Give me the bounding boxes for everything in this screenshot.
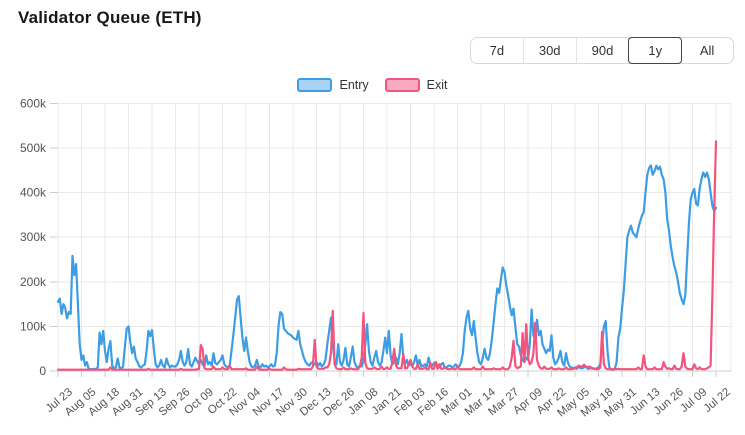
time-range-selector: 7d 30d 90d 1y All [470, 37, 734, 64]
y-tick-label: 200k [20, 275, 47, 289]
y-tick-label: 400k [20, 186, 47, 200]
y-tick-label: 500k [20, 141, 47, 155]
range-button-30d[interactable]: 30d [524, 38, 577, 63]
y-tick-label: 0 [39, 364, 46, 378]
exit-swatch-icon [384, 78, 420, 92]
range-button-7d[interactable]: 7d [471, 38, 524, 63]
legend-item-entry[interactable]: Entry [297, 78, 369, 92]
range-button-1y[interactable]: 1y [628, 37, 683, 64]
legend-entry-label: Entry [339, 78, 369, 92]
range-button-90d[interactable]: 90d [577, 38, 630, 63]
chart-legend: Entry Exit [0, 77, 745, 93]
y-tick-label: 100k [20, 319, 47, 333]
range-button-all[interactable]: All [699, 43, 715, 58]
legend-item-exit[interactable]: Exit [384, 78, 448, 92]
exit-line [56, 140, 718, 371]
entry-line [56, 164, 718, 371]
chart-title: Validator Queue (ETH) [18, 8, 202, 27]
validator-queue-chart[interactable]: 0 100k 200k 300k 400k 500k 600k Jul 23 Aug 05 Aug… [0, 95, 745, 430]
entry-swatch-icon [297, 78, 333, 92]
x-tick-label: Jul 22 [702, 386, 733, 415]
y-tick-label: 300k [20, 230, 47, 244]
y-tick-label: 600k [20, 96, 47, 110]
legend-exit-label: Exit [426, 78, 448, 92]
